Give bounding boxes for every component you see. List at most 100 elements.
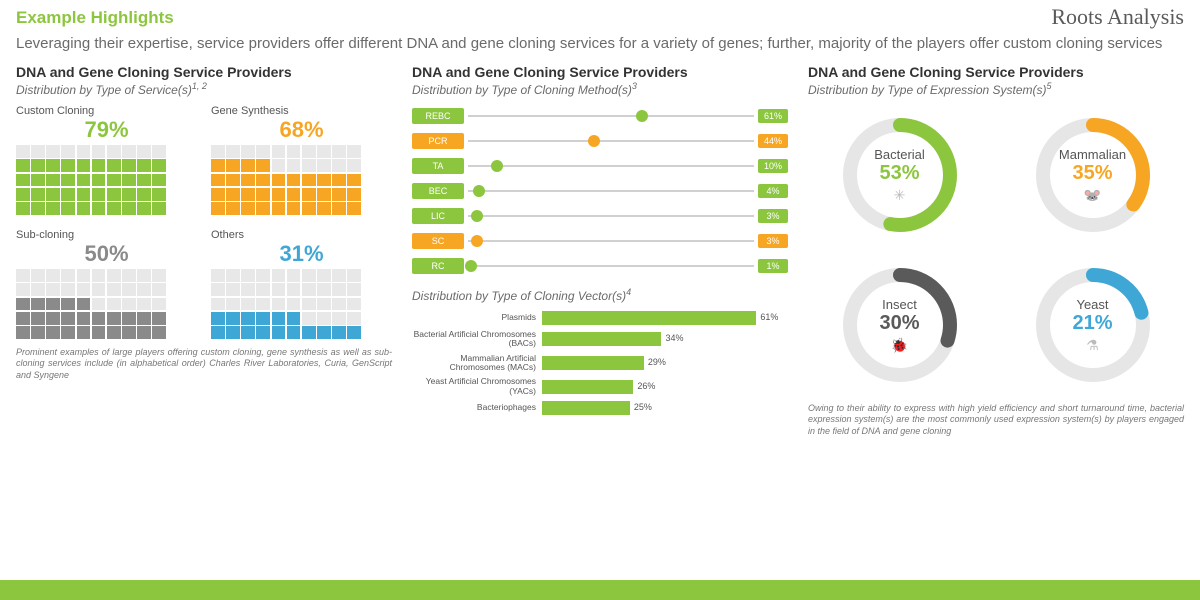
hbar-chart: Plasmids61%Bacterial Artificial Chromoso…	[412, 311, 788, 415]
columns: DNA and Gene Cloning Service Providers D…	[16, 64, 1184, 437]
lollipop-chart: REBC61%PCR44%TA10%BEC4%LIC3%SC3%RC1%	[412, 105, 788, 277]
hbar-label: Plasmids	[412, 313, 542, 322]
hbar-track: 61%	[542, 311, 788, 325]
lollipop-label: BEC	[412, 183, 464, 199]
hbar-row: Yeast Artificial Chromosomes (YACs) 26%	[412, 377, 788, 396]
page-subtitle: Leveraging their expertise, service prov…	[16, 34, 1184, 54]
lollipop-dot	[636, 110, 648, 122]
col-service-type: DNA and Gene Cloning Service Providers D…	[16, 64, 392, 437]
lollipop-row: BEC4%	[412, 180, 788, 202]
hbar-row: Bacteriophages25%	[412, 401, 788, 415]
col-expression-system: DNA and Gene Cloning Service Providers D…	[808, 64, 1184, 437]
hbar-value: 34%	[665, 333, 683, 343]
hbar-row: Mammalian Artificial Chromosomes (MACs) 2…	[412, 354, 788, 373]
donut-label: Yeast	[1076, 297, 1108, 312]
lollipop-value: 1%	[758, 259, 788, 273]
waffle-pct: 50%	[16, 241, 197, 267]
donut-yeast: Yeast21% ⚗	[1023, 255, 1163, 395]
donut-label: Bacterial	[874, 147, 925, 162]
col-cloning-method: DNA and Gene Cloning Service Providers D…	[412, 64, 788, 437]
donut-pct: 30%	[879, 312, 919, 335]
lollipop-value: 44%	[758, 134, 788, 148]
waffle-others: Others31%	[211, 229, 392, 339]
lollipop-dot	[471, 235, 483, 247]
donut-insect: Insect30% 🐞	[830, 255, 970, 395]
lollipop-label: RC	[412, 258, 464, 274]
section-title: DNA and Gene Cloning Service Providers	[808, 64, 1184, 81]
hbar-row: Plasmids61%	[412, 311, 788, 325]
lollipop-track	[468, 265, 754, 267]
waffle-cells	[211, 269, 361, 339]
section-subtitle: Distribution by Type of Cloning Method(s…	[412, 81, 788, 97]
lollipop-row: RC 1%	[412, 255, 788, 277]
waffle-grid: Custom Cloning79%Gene Synthesis68%Sub-cl…	[16, 105, 392, 339]
lollipop-track	[468, 190, 754, 192]
waffle-label: Sub-cloning	[16, 229, 197, 241]
section-subtitle: Distribution by Type of Expression Syste…	[808, 81, 1184, 97]
lollipop-value: 3%	[758, 234, 788, 248]
donut-grid: Bacterial53% ✳ Mammalian35% 🐭 Insect30% 🐞 Yeas…	[808, 105, 1184, 395]
hbar-value: 25%	[634, 402, 652, 412]
waffle-pct: 31%	[211, 241, 392, 267]
lollipop-row: SC 3%	[412, 230, 788, 252]
hbar-track: 26%	[542, 380, 788, 394]
donut-icon: ✳	[894, 187, 906, 204]
page-title: Example Highlights	[16, 8, 1184, 28]
hbar-fill	[542, 380, 633, 394]
footnote-col1: Prominent examples of large players offe…	[16, 347, 392, 381]
donut-icon: 🐞	[891, 337, 908, 354]
lollipop-value: 3%	[758, 209, 788, 223]
hbar-value: 26%	[637, 381, 655, 391]
section-subtitle-2: Distribution by Type of Cloning Vector(s…	[412, 287, 788, 303]
footnote-col3: Owing to their ability to express with h…	[808, 403, 1184, 437]
waffle-label: Gene Synthesis	[211, 105, 392, 117]
lollipop-value: 61%	[758, 109, 788, 123]
lollipop-dot	[588, 135, 600, 147]
hbar-track: 25%	[542, 401, 788, 415]
lollipop-row: REBC 61%	[412, 105, 788, 127]
donut-label: Insect	[882, 297, 917, 312]
waffle-cells	[211, 145, 361, 215]
lollipop-label: TA	[412, 158, 464, 174]
hbar-label: Yeast Artificial Chromosomes (YACs)	[412, 377, 542, 396]
hbar-track: 34%	[542, 332, 788, 346]
lollipop-dot	[473, 185, 485, 197]
waffle-pct: 79%	[16, 117, 197, 143]
hbar-value: 29%	[648, 357, 666, 367]
hbar-track: 29%	[542, 356, 788, 370]
donut-pct: 21%	[1072, 312, 1112, 335]
hbar-label: Bacterial Artificial Chromosomes (BACs)	[412, 330, 542, 349]
hbar-label: Mammalian Artificial Chromosomes (MACs)	[412, 354, 542, 373]
lollipop-dot	[471, 210, 483, 222]
lollipop-label: LIC	[412, 208, 464, 224]
lollipop-dot	[465, 260, 477, 272]
lollipop-track	[468, 240, 754, 242]
donut-pct: 53%	[879, 162, 919, 185]
donut-pct: 35%	[1072, 162, 1112, 185]
waffle-cells	[16, 145, 166, 215]
lollipop-row: TA10%	[412, 155, 788, 177]
lollipop-label: REBC	[412, 108, 464, 124]
lollipop-track	[468, 115, 754, 117]
waffle-custom-cloning: Custom Cloning79%	[16, 105, 197, 215]
donut-label: Mammalian	[1059, 147, 1126, 162]
hbar-row: Bacterial Artificial Chromosomes (BACs) 3…	[412, 330, 788, 349]
hbar-fill	[542, 311, 756, 325]
hbar-fill	[542, 332, 661, 346]
donut-bacterial: Bacterial53% ✳	[830, 105, 970, 245]
hbar-fill	[542, 356, 644, 370]
donut-icon: ⚗	[1086, 337, 1099, 354]
footer-bar	[0, 580, 1200, 600]
lollipop-dot	[491, 160, 503, 172]
brand-logo: Roots Analysis	[1051, 4, 1184, 30]
section-title: DNA and Gene Cloning Service Providers	[412, 64, 788, 81]
lollipop-row: LIC 3%	[412, 205, 788, 227]
lollipop-track	[468, 165, 754, 167]
lollipop-track	[468, 140, 754, 142]
waffle-label: Others	[211, 229, 392, 241]
section-title: DNA and Gene Cloning Service Providers	[16, 64, 392, 81]
waffle-cells	[16, 269, 166, 339]
donut-icon: 🐭	[1084, 187, 1101, 204]
donut-mammalian: Mammalian35% 🐭	[1023, 105, 1163, 245]
lollipop-label: SC	[412, 233, 464, 249]
